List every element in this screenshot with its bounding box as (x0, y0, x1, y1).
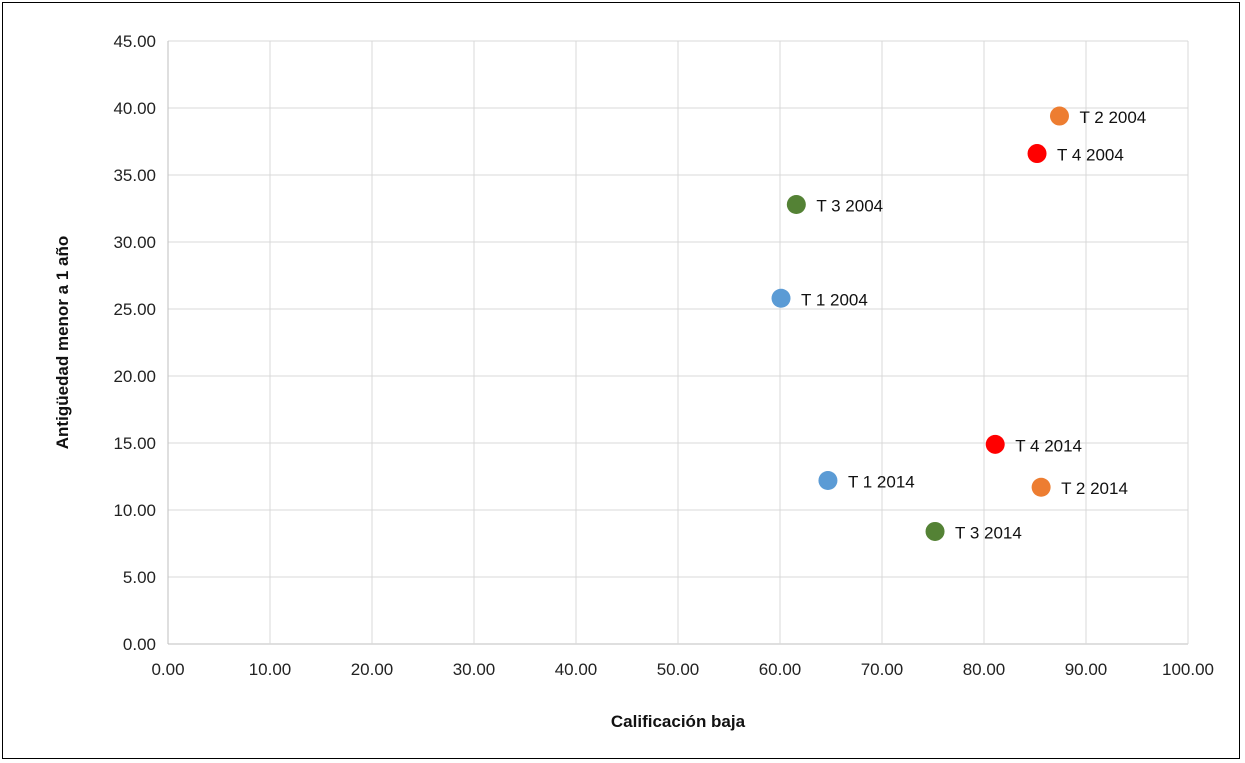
data-point (771, 288, 791, 308)
y-axis-ticks: 0.00 5.00 10.00 15.00 20.00 25.00 30.00 35.00 40… (113, 32, 156, 654)
data-point (1049, 106, 1069, 126)
y-axis-title: Antigüedad menor a 1 año (53, 236, 72, 449)
y-tick-label: 20.00 (113, 367, 156, 386)
y-tick-label: 15.00 (113, 434, 156, 453)
data-point (818, 471, 838, 491)
y-tick-label: 10.00 (113, 501, 156, 520)
data-point-label: T 3 2014 (955, 523, 1022, 542)
x-tick-label: 80.00 (963, 660, 1006, 679)
x-tick-label: 0.00 (151, 660, 184, 679)
x-tick-label: 20.00 (351, 660, 394, 679)
x-axis-ticks: 0.00 10.00 20.00 30.00 40.00 50.00 60.00 70.00 8… (151, 660, 1214, 679)
x-tick-label: 10.00 (249, 660, 292, 679)
x-tick-label: 50.00 (657, 660, 700, 679)
x-tick-label: 100.00 (1162, 660, 1214, 679)
y-tick-label: 30.00 (113, 233, 156, 252)
y-tick-label: 45.00 (113, 32, 156, 51)
x-tick-label: 60.00 (759, 660, 802, 679)
x-tick-label: 90.00 (1065, 660, 1108, 679)
x-tick-label: 40.00 (555, 660, 598, 679)
x-tick-label: 70.00 (861, 660, 904, 679)
data-point-label: T 1 2004 (801, 290, 868, 309)
data-point (1031, 477, 1051, 497)
x-tick-label: 30.00 (453, 660, 496, 679)
data-point-label: T 4 2014 (1015, 436, 1082, 455)
y-tick-label: 40.00 (113, 99, 156, 118)
data-point-label: T 3 2004 (816, 196, 883, 215)
x-axis-title: Calificación baja (611, 712, 746, 731)
data-point-label: T 1 2014 (848, 473, 915, 492)
data-point (925, 521, 945, 541)
y-tick-label: 0.00 (123, 635, 156, 654)
data-point-label: T 2 2014 (1061, 479, 1128, 498)
data-points: T 1 2004 T 2 2004 T 3 2004 T 4 2004 T 1 2014… (771, 106, 1146, 542)
y-tick-label: 5.00 (123, 568, 156, 587)
data-point (786, 194, 806, 214)
y-tick-label: 35.00 (113, 166, 156, 185)
gridlines (167, 40, 1189, 645)
data-point (985, 434, 1005, 454)
data-point (1027, 144, 1047, 164)
y-tick-label: 25.00 (113, 300, 156, 319)
data-point-label: T 2 2004 (1079, 108, 1146, 127)
data-point-label: T 4 2004 (1057, 146, 1124, 165)
